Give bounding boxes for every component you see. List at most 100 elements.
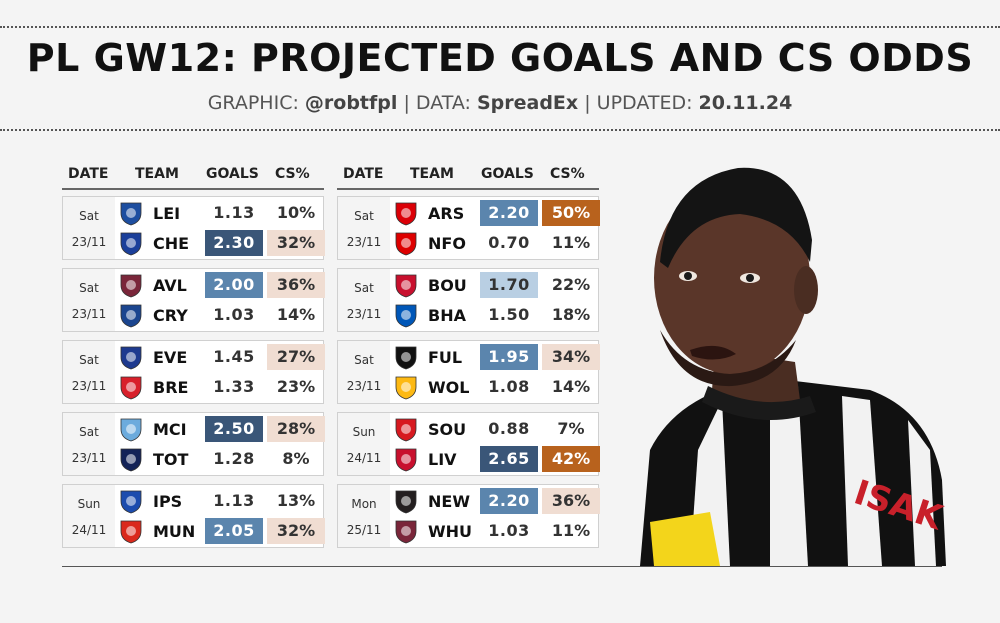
home-team-row: EVE 1.45 27%: [115, 342, 325, 372]
team-abbreviation: WOL: [428, 378, 470, 397]
clean-sheet-odds: 36%: [267, 272, 325, 298]
team-abbreviation: FUL: [428, 348, 463, 367]
fixture-card: Sat 23/11 MCI 2.50 28% TOT 1.28 8%: [62, 412, 325, 476]
away-team-row: TOT 1.28 8%: [115, 444, 325, 474]
home-team-row: FUL 1.95 34%: [390, 342, 600, 372]
clean-sheet-odds: 32%: [267, 230, 325, 256]
team-abbreviation: CHE: [153, 234, 190, 253]
projected-goals: 1.70: [480, 272, 538, 298]
fixture-date-text: 23/11: [346, 379, 382, 393]
away-team-row: LIV 2.65 42%: [390, 444, 600, 474]
projected-goals: 2.20: [480, 488, 538, 514]
projected-goals: 2.65: [480, 446, 538, 472]
team-abbreviation: BRE: [153, 378, 189, 397]
clean-sheet-odds: 14%: [551, 377, 591, 396]
fixture-date: Sun 24/11: [338, 413, 390, 475]
away-team-row: BHA 1.50 18%: [390, 300, 600, 330]
fixture-card: Sun 24/11 IPS 1.13 13% MUN 2.05 32%: [62, 484, 325, 548]
fixture-card: Sat 23/11 LEI 1.13 10% CHE 2.30 32%: [62, 196, 325, 260]
leicester-crest-icon: [120, 202, 142, 226]
fixture-date-text: 25/11: [346, 523, 382, 537]
projected-goals: 1.13: [213, 491, 255, 510]
brighton-crest-icon: [395, 304, 417, 328]
home-team-row: LEI 1.13 10%: [115, 198, 325, 228]
page-title: PL GW12: PROJECTED GOALS AND CS ODDS: [26, 36, 974, 80]
projected-goals: 1.95: [480, 344, 538, 370]
team-abbreviation: AVL: [153, 276, 187, 295]
fixture-date-text: 23/11: [346, 235, 382, 249]
fixture-date: Mon 25/11: [338, 485, 390, 547]
fixture-date: Sat 23/11: [338, 269, 390, 331]
updated-date: 20.11.24: [698, 92, 793, 114]
home-team-row: ARS 2.20 50%: [390, 198, 600, 228]
clean-sheet-odds: 34%: [542, 344, 600, 370]
data-label: DATA:: [415, 92, 471, 114]
west-ham-crest-icon: [395, 520, 417, 544]
fixture-date: Sun 24/11: [63, 485, 115, 547]
data-source: SpreadEx: [476, 92, 579, 114]
goals-column-header: GOALS: [206, 166, 259, 182]
away-team-row: WHU 1.03 11%: [390, 516, 600, 546]
fixture-date-text: 23/11: [71, 307, 107, 321]
projected-goals: 0.70: [488, 233, 530, 252]
clean-sheet-odds: 13%: [276, 491, 316, 510]
player-image: ISAK: [640, 167, 949, 566]
clean-sheet-odds: 11%: [551, 521, 591, 540]
clean-sheet-odds: 27%: [267, 344, 325, 370]
team-abbreviation: MUN: [153, 522, 196, 541]
subtitle-separator: |: [584, 92, 591, 114]
team-abbreviation: LIV: [428, 450, 457, 469]
newcastle-crest-icon: [395, 490, 417, 514]
team-abbreviation: BOU: [428, 276, 467, 295]
projected-goals: 2.30: [205, 230, 263, 256]
clean-sheet-odds: 42%: [542, 446, 600, 472]
fixture-day: Sat: [79, 353, 99, 367]
fixture-card: Sat 23/11 ARS 2.20 50% NFO 0.70 11%: [337, 196, 600, 260]
team-abbreviation: IPS: [153, 492, 183, 511]
fixture-date: Sat 23/11: [63, 197, 115, 259]
fixture-day: Sat: [354, 281, 374, 295]
fixture-date: Sat 23/11: [63, 413, 115, 475]
everton-crest-icon: [120, 346, 142, 370]
projected-goals: 1.13: [213, 203, 255, 222]
fixture-card: Mon 25/11 NEW 2.20 36% WHU 1.03 11%: [337, 484, 600, 548]
fixture-date: Sat 23/11: [338, 341, 390, 403]
fixture-date-text: 24/11: [71, 523, 107, 537]
projected-goals: 1.45: [213, 347, 255, 366]
liverpool-crest-icon: [395, 448, 417, 472]
away-team-row: MUN 2.05 32%: [115, 516, 325, 546]
southampton-crest-icon: [395, 418, 417, 442]
team-abbreviation: CRY: [153, 306, 188, 325]
chelsea-crest-icon: [120, 232, 142, 256]
home-team-row: SOU 0.88 7%: [390, 414, 600, 444]
clean-sheet-odds: 36%: [542, 488, 600, 514]
table-header: DATE TEAM GOALS CS%: [62, 162, 324, 190]
clean-sheet-odds: 28%: [267, 416, 325, 442]
clean-sheet-odds: 14%: [276, 305, 316, 324]
team-abbreviation: WHU: [428, 522, 473, 541]
clean-sheet-odds: 23%: [276, 377, 316, 396]
left-fixtures-table: DATE TEAM GOALS CS% Sat 23/11 LEI 1.13 10% CH…: [62, 162, 325, 548]
fixture-day: Sat: [354, 353, 374, 367]
brentford-crest-icon: [120, 376, 142, 400]
team-abbreviation: LEI: [153, 204, 181, 223]
clean-sheet-odds: 22%: [551, 275, 591, 294]
away-team-row: NFO 0.70 11%: [390, 228, 600, 258]
clean-sheet-odds: 32%: [267, 518, 325, 544]
header-divider: [0, 129, 1000, 131]
clean-sheet-odds: 18%: [551, 305, 591, 324]
fixture-date: Sat 23/11: [63, 269, 115, 331]
fixture-day: Mon: [351, 497, 377, 511]
clean-sheet-odds: 50%: [542, 200, 600, 226]
fixture-card: Sat 23/11 BOU 1.70 22% BHA 1.50 18%: [337, 268, 599, 332]
projected-goals: 1.28: [213, 449, 255, 468]
team-abbreviation: NFO: [428, 234, 466, 253]
away-team-row: CHE 2.30 32%: [115, 228, 325, 258]
top-divider: [0, 26, 1000, 28]
nottingham-forest-crest-icon: [395, 232, 417, 256]
home-team-row: NEW 2.20 36%: [390, 486, 600, 516]
manchester-city-crest-icon: [120, 418, 142, 442]
bottom-rule: [62, 566, 942, 567]
clean-sheet-odds: 11%: [551, 233, 591, 252]
updated-label: UPDATED:: [596, 92, 693, 114]
